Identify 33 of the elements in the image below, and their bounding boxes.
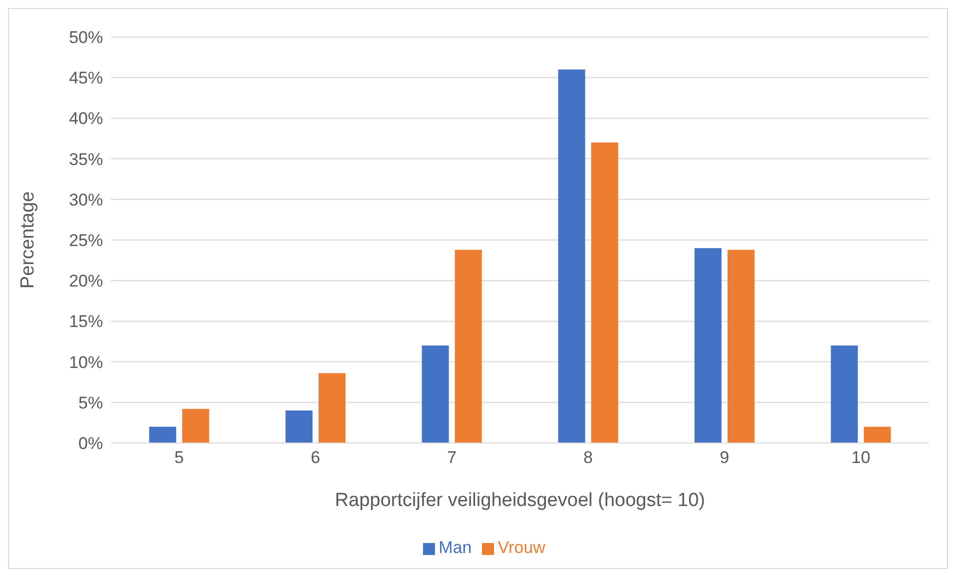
bar bbox=[558, 69, 586, 443]
bar bbox=[864, 426, 891, 443]
x-tick-label: 10 bbox=[851, 448, 870, 468]
y-tick-label: 25% bbox=[68, 231, 103, 250]
bar bbox=[318, 373, 346, 443]
y-tick-label: 45% bbox=[68, 68, 103, 88]
y-tick-label: 30% bbox=[68, 190, 103, 210]
x-axis-title: Rapportcijfer veiligheidsgevoel (hoogst= 10) bbox=[334, 490, 706, 511]
y-tick-label: 15% bbox=[68, 312, 103, 332]
y-axis-title: Percentage bbox=[18, 191, 39, 289]
x-tick-label: 9 bbox=[720, 448, 730, 468]
y-tick-label: 5% bbox=[78, 393, 103, 412]
x-tick-label: 5 bbox=[174, 448, 184, 468]
bar bbox=[830, 346, 858, 443]
bar bbox=[182, 408, 210, 443]
legend-label: Man bbox=[438, 538, 472, 557]
y-tick-label: 40% bbox=[68, 109, 103, 128]
bar bbox=[149, 426, 176, 443]
bar bbox=[454, 250, 482, 443]
bar bbox=[286, 410, 313, 443]
bar bbox=[694, 248, 722, 443]
x-tick-label: 6 bbox=[310, 448, 320, 468]
y-tick-label: 0% bbox=[78, 434, 103, 454]
y-tick-label: 20% bbox=[68, 272, 103, 291]
bar bbox=[728, 250, 755, 443]
y-tick-label: 50% bbox=[68, 28, 103, 48]
legend-label: Vrouw bbox=[498, 538, 546, 557]
x-tick-label: 8 bbox=[583, 448, 593, 468]
bar bbox=[591, 142, 618, 443]
bar bbox=[422, 346, 449, 443]
y-tick-label: 10% bbox=[68, 352, 103, 372]
y-tick-label: 35% bbox=[68, 150, 103, 169]
x-tick-label: 7 bbox=[447, 448, 457, 468]
